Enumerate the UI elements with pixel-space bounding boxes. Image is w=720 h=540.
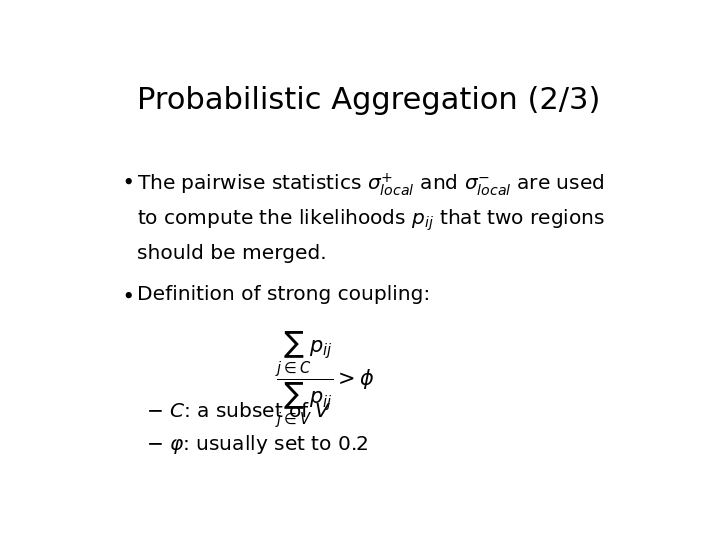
Text: The pairwise statistics $\sigma_{local}^{+}$ and $\sigma_{local}^{-}$ are used: The pairwise statistics $\sigma_{local}^… <box>138 171 605 198</box>
Text: $-$ $C$: a subset of $V$: $-$ $C$: a subset of $V$ <box>145 402 331 421</box>
Text: $\bullet$: $\bullet$ <box>121 171 132 191</box>
Text: $\dfrac{\sum_{j \in C} p_{ij}}{\sum_{j \in V} p_{ij}} > \phi$: $\dfrac{\sum_{j \in C} p_{ij}}{\sum_{j \… <box>274 329 374 429</box>
Text: to compute the likelihoods $p_{ij}$ that two regions: to compute the likelihoods $p_{ij}$ that… <box>138 207 606 233</box>
Text: $\bullet$: $\bullet$ <box>121 285 132 305</box>
Text: Probabilistic Aggregation (2/3): Probabilistic Aggregation (2/3) <box>138 85 600 114</box>
Text: Definition of strong coupling:: Definition of strong coupling: <box>138 285 431 304</box>
Text: should be merged.: should be merged. <box>138 244 327 263</box>
Text: $-$ $\varphi$: usually set to 0.2: $-$ $\varphi$: usually set to 0.2 <box>145 433 368 456</box>
